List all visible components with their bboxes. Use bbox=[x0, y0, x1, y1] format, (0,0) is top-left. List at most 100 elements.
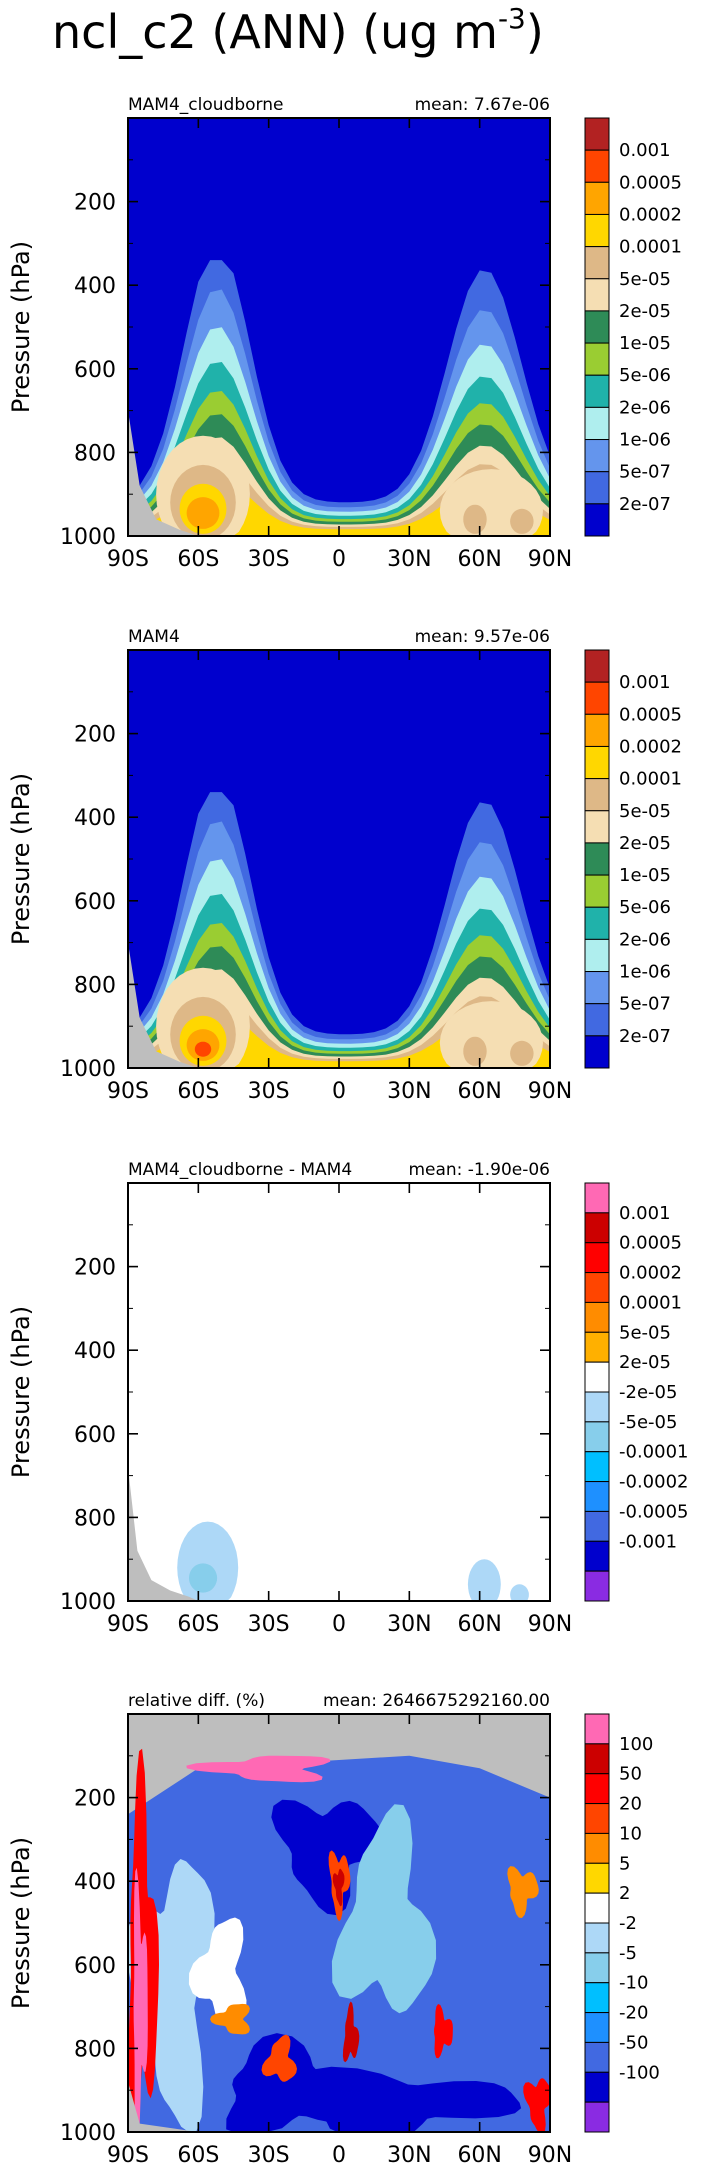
rel-blob bbox=[434, 2004, 453, 2059]
colorbar-label: 5e-05 bbox=[619, 801, 671, 822]
colorbar-label: 0.0002 bbox=[619, 736, 682, 757]
colorbar-box bbox=[584, 1361, 610, 1393]
colorbar-box bbox=[584, 1003, 610, 1037]
colorbar-label: 20 bbox=[619, 1794, 642, 1815]
rel-blob bbox=[271, 1799, 385, 1916]
x-tick-label: 0 bbox=[332, 1612, 346, 1637]
colorbar-box bbox=[584, 406, 610, 441]
title-part-2: -3 bbox=[498, 2, 526, 35]
x-tick-label: 30N bbox=[387, 1079, 431, 1104]
diff-blob bbox=[510, 1584, 529, 1601]
colorbar-label: 100 bbox=[619, 1734, 653, 1755]
colorbar-box bbox=[584, 1242, 610, 1274]
colorbar-box bbox=[584, 246, 610, 280]
colorbar-box bbox=[584, 149, 610, 183]
contour-field bbox=[128, 1714, 550, 2132]
rel-blob bbox=[523, 2078, 550, 2132]
y-tick-label: 600 bbox=[74, 890, 116, 915]
rel-blob bbox=[188, 1917, 247, 2024]
contour-field bbox=[128, 1183, 550, 1601]
y-axis-label: Pressure (hPa) bbox=[7, 241, 35, 413]
panel-3: MAM4_cloudborne - MAM4 mean: -1.90e-06 200… bbox=[7, 1160, 688, 1637]
missing-data bbox=[128, 942, 199, 1068]
rel-blob bbox=[507, 1866, 539, 1918]
y-tick-label: 600 bbox=[74, 1423, 116, 1448]
x-tick-label: 30N bbox=[387, 547, 431, 572]
colorbar-box bbox=[584, 374, 610, 408]
colorbar-label: -0.0001 bbox=[619, 1442, 688, 1463]
colorbar-label: 0.0002 bbox=[619, 204, 682, 225]
colorbar-box bbox=[584, 1862, 610, 1894]
colorbar-label: 2e-05 bbox=[619, 301, 671, 322]
colorbar-box bbox=[584, 1892, 610, 1924]
missing-data bbox=[128, 410, 199, 536]
panel-1: MAM4_cloudborne mean: 7.67e-06 200 400 600 80… bbox=[7, 95, 682, 572]
x-tick-label: 60N bbox=[457, 2143, 501, 2168]
colorbar-label: -2 bbox=[619, 1913, 637, 1934]
missing-data bbox=[128, 2081, 199, 2132]
colorbar-label: 1e-06 bbox=[619, 962, 671, 983]
colorbar-box bbox=[584, 1301, 610, 1333]
x-tick-label: 90N bbox=[528, 547, 572, 572]
colorbar-label: 0.0005 bbox=[619, 1233, 682, 1254]
y-tick-label: 800 bbox=[74, 973, 116, 998]
colorbar-box bbox=[584, 1540, 610, 1572]
x-tick-label: 60S bbox=[177, 547, 219, 572]
contour-core bbox=[194, 1041, 212, 1057]
colorbar-box bbox=[584, 649, 610, 683]
figure-title: ncl_c2 (ANN) (ug m-3) bbox=[52, 2, 544, 59]
colorbar-label: -50 bbox=[619, 2032, 648, 2053]
x-tick-label: 30N bbox=[387, 1612, 431, 1637]
colorbar-box bbox=[584, 1773, 610, 1805]
colorbar-box bbox=[584, 971, 610, 1005]
colorbar-label: 2e-06 bbox=[619, 397, 671, 418]
panel-label: MAM4_cloudborne bbox=[128, 95, 283, 115]
panel-label: MAM4 bbox=[128, 627, 180, 647]
colorbar-box bbox=[584, 213, 610, 248]
colorbar-box bbox=[584, 117, 610, 151]
colorbar-box bbox=[584, 938, 610, 973]
colorbar-box bbox=[584, 778, 610, 812]
colorbar-box bbox=[584, 1451, 610, 1483]
x-tick-label: 30S bbox=[248, 1612, 290, 1637]
y-tick-label: 200 bbox=[74, 191, 116, 216]
panel-label: relative diff. (%) bbox=[128, 1691, 265, 1711]
y-tick-label: 1000 bbox=[60, 1590, 116, 1615]
colorbar-label: 0.001 bbox=[619, 140, 671, 161]
contour-core bbox=[463, 1036, 487, 1066]
colorbar-label: 10 bbox=[619, 1823, 642, 1844]
colorbar-box bbox=[584, 1743, 610, 1775]
rel-blob bbox=[133, 1867, 148, 2132]
contour-core bbox=[463, 504, 487, 534]
colorbar-label: -100 bbox=[619, 2062, 660, 2083]
x-tick-label: 60S bbox=[177, 1612, 219, 1637]
colorbar-label: -0.0002 bbox=[619, 1472, 688, 1493]
y-tick-label: 400 bbox=[74, 274, 116, 299]
colorbar-label: 2e-05 bbox=[619, 833, 671, 854]
panel-mean: mean: 9.57e-06 bbox=[415, 627, 550, 647]
colorbar-label: -0.0005 bbox=[619, 1501, 688, 1522]
colorbar-label: 2e-05 bbox=[619, 1352, 671, 1373]
colorbar-box bbox=[584, 713, 610, 747]
panel-mean: mean: -1.90e-06 bbox=[408, 1160, 550, 1180]
colorbar-box bbox=[584, 1481, 610, 1512]
y-tick-label: 1000 bbox=[60, 525, 116, 550]
colorbar-box bbox=[584, 1272, 610, 1303]
y-tick-label: 800 bbox=[74, 2037, 116, 2062]
colorbar-label: 1e-06 bbox=[619, 430, 671, 451]
x-tick-label: 30S bbox=[248, 2143, 290, 2168]
colorbar-label: 0.0002 bbox=[619, 1263, 682, 1284]
colorbar-box bbox=[584, 745, 610, 780]
y-axis-label: Pressure (hPa) bbox=[7, 1306, 35, 1478]
y-axis-label: Pressure (hPa) bbox=[7, 1837, 35, 2009]
rel-blob bbox=[342, 2001, 360, 2063]
colorbar-box bbox=[584, 1982, 610, 2014]
colorbar-box bbox=[584, 1035, 610, 1069]
colorbar-label: 5e-06 bbox=[619, 365, 671, 386]
rel-blob bbox=[302, 2066, 522, 2132]
colorbar-box bbox=[584, 1182, 610, 1214]
colorbar-box bbox=[584, 471, 610, 505]
x-tick-label: 30S bbox=[248, 547, 290, 572]
